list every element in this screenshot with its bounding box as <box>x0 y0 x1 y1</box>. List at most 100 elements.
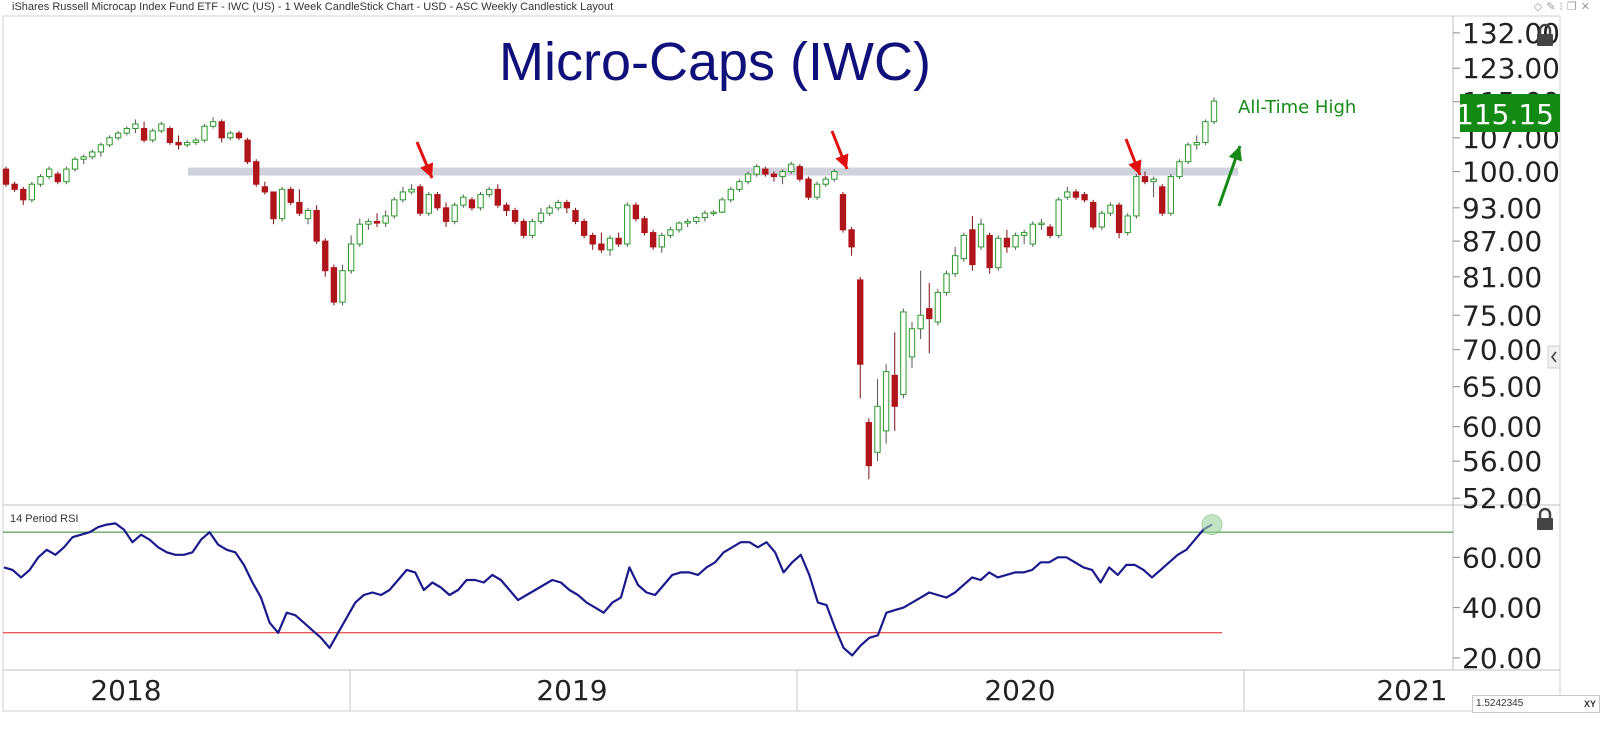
candle-body <box>425 194 432 214</box>
candle <box>701 210 709 222</box>
candle <box>529 218 536 239</box>
candle <box>580 218 588 239</box>
candle-body <box>744 173 752 183</box>
y-tick-label: 70.00 <box>1462 334 1542 367</box>
candle <box>951 246 959 277</box>
candle <box>80 154 87 165</box>
candle-body <box>261 186 269 193</box>
candle <box>1202 119 1209 145</box>
lock-icon[interactable] <box>1537 23 1553 46</box>
candle-body <box>1012 234 1019 248</box>
candle <box>744 171 752 185</box>
candle <box>391 197 398 219</box>
lock-icon[interactable] <box>1537 507 1553 530</box>
candle-body <box>1141 176 1149 183</box>
candle-body <box>1133 176 1140 217</box>
candle-body <box>788 163 795 173</box>
candle-body <box>391 199 398 217</box>
candle-body <box>244 139 251 163</box>
candle-body <box>451 204 458 222</box>
candle-body <box>356 223 363 245</box>
candle <box>166 126 174 145</box>
candle <box>770 171 778 182</box>
candle-body <box>805 178 812 198</box>
y-tick-label: 87.00 <box>1462 225 1542 258</box>
candle <box>416 184 424 216</box>
candle <box>641 215 648 236</box>
candle <box>54 171 61 185</box>
candle <box>874 379 881 462</box>
candle <box>537 207 545 225</box>
rsi-panel <box>3 514 1453 657</box>
y-tick-label: 93.00 <box>1462 192 1542 225</box>
price-panel <box>2 97 1238 480</box>
chevron-left-icon[interactable] <box>1547 345 1561 369</box>
candle-body <box>615 237 622 245</box>
candle-body <box>822 178 829 185</box>
candle <box>253 159 260 187</box>
candle <box>606 235 614 256</box>
candle-body <box>1167 176 1175 214</box>
candle <box>943 270 950 296</box>
candle <box>727 186 734 203</box>
candle <box>1098 210 1106 230</box>
candle <box>1081 191 1088 203</box>
candle-body <box>1038 222 1045 226</box>
candle-body <box>322 240 329 272</box>
candle-body <box>253 161 260 185</box>
diamond-icon[interactable]: ◇ <box>1533 1 1547 13</box>
candle-body <box>373 220 381 224</box>
candle-body <box>943 273 950 293</box>
candle <box>1064 186 1071 200</box>
candle <box>572 207 579 225</box>
candle <box>37 174 44 187</box>
candle <box>209 117 217 129</box>
candle <box>373 213 381 227</box>
candle-body <box>857 279 864 365</box>
x-tick-label: 2021 <box>1376 674 1447 707</box>
candle <box>960 232 967 262</box>
candle-body <box>296 201 303 214</box>
candle-body <box>175 141 182 146</box>
candle-body <box>54 173 61 183</box>
rsi-y-tick-label: 60.00 <box>1462 541 1542 574</box>
candle <box>917 270 924 340</box>
candle-body <box>658 234 665 248</box>
candle <box>45 166 53 180</box>
restore-icon[interactable]: ❐ <box>1566 1 1581 13</box>
candle-body <box>1115 204 1123 234</box>
y-tick-label: 81.00 <box>1462 261 1542 294</box>
candle <box>244 137 251 165</box>
candle-body <box>45 168 53 178</box>
candle-body <box>477 194 484 209</box>
candle <box>900 308 907 399</box>
xy-readout[interactable]: 1.5242345 XY <box>1472 695 1600 713</box>
rsi-panel-title: 14 Period RSI <box>10 513 78 525</box>
rsi-highlight-marker <box>1201 514 1223 536</box>
candle-body <box>140 128 148 141</box>
more-icon[interactable]: ⁝ <box>1559 1 1567 13</box>
candle-body <box>1020 232 1028 236</box>
window-controls[interactable]: ◇✎⁝❐✕ <box>1534 0 1594 13</box>
candle-body <box>347 243 355 272</box>
candle-body <box>874 405 881 453</box>
candle-body <box>28 183 36 201</box>
candle <box>753 164 760 177</box>
candle <box>555 199 562 211</box>
candle-body <box>537 212 545 222</box>
candle-body <box>339 270 346 303</box>
candle-body <box>865 422 873 467</box>
candle <box>296 189 303 216</box>
candle-body <box>218 121 225 139</box>
candle <box>546 205 553 216</box>
candle <box>313 205 320 245</box>
pin-icon[interactable]: ✎ <box>1546 1 1560 13</box>
candle <box>28 181 36 203</box>
candle <box>1072 189 1080 200</box>
y-tick-label: 100.00 <box>1462 156 1560 189</box>
close-icon[interactable]: ✕ <box>1580 1 1594 13</box>
candle-body <box>442 207 450 222</box>
candle-body <box>520 220 527 236</box>
candle <box>140 121 148 143</box>
